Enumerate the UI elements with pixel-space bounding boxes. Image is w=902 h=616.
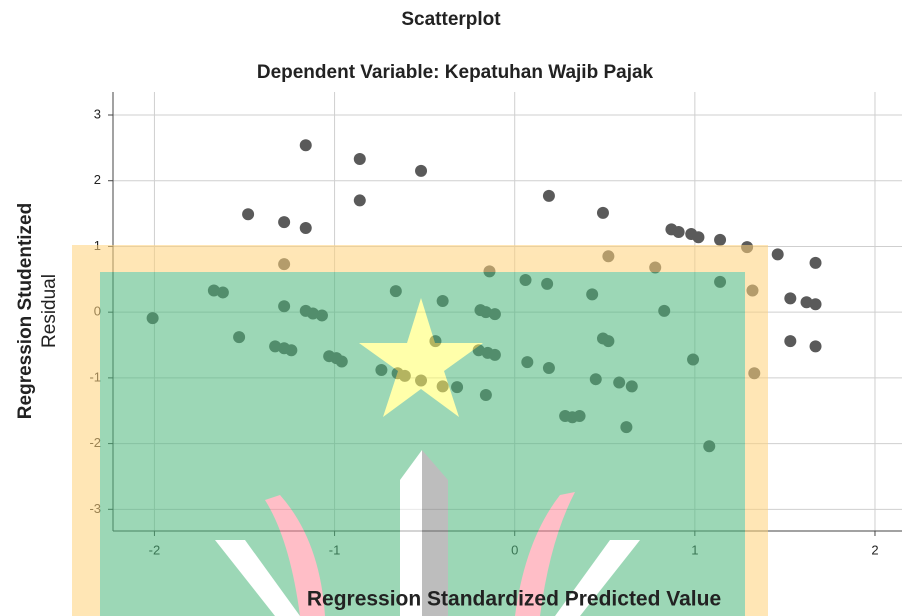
point [597,207,609,219]
x-axis-title: Regression Standardized Predicted Value [307,588,721,611]
point [692,231,704,243]
y-tick-label: 3 [94,106,101,121]
point [714,234,726,246]
point [784,335,796,347]
point [784,292,796,304]
point [810,298,822,310]
chart-subtitle: Dependent Variable: Kepatuhan Wajib Paja… [257,62,654,83]
chart: Scatterplot Dependent Variable: Kepatuha… [0,0,902,616]
point [300,222,312,234]
y-axis-title: Regression Studentized [15,203,36,419]
y-axis-title: Residual [39,274,60,348]
point [810,257,822,269]
y-tick-label: 2 [94,172,101,187]
point [242,208,254,220]
point [673,226,685,238]
point [415,165,427,177]
chart-title: Scatterplot [401,9,501,30]
x-tick-label: 2 [871,542,878,557]
point [354,194,366,206]
point [354,153,366,165]
point [810,340,822,352]
point [543,190,555,202]
point [772,248,784,260]
point [300,139,312,151]
watermark [72,245,768,616]
point [278,216,290,228]
